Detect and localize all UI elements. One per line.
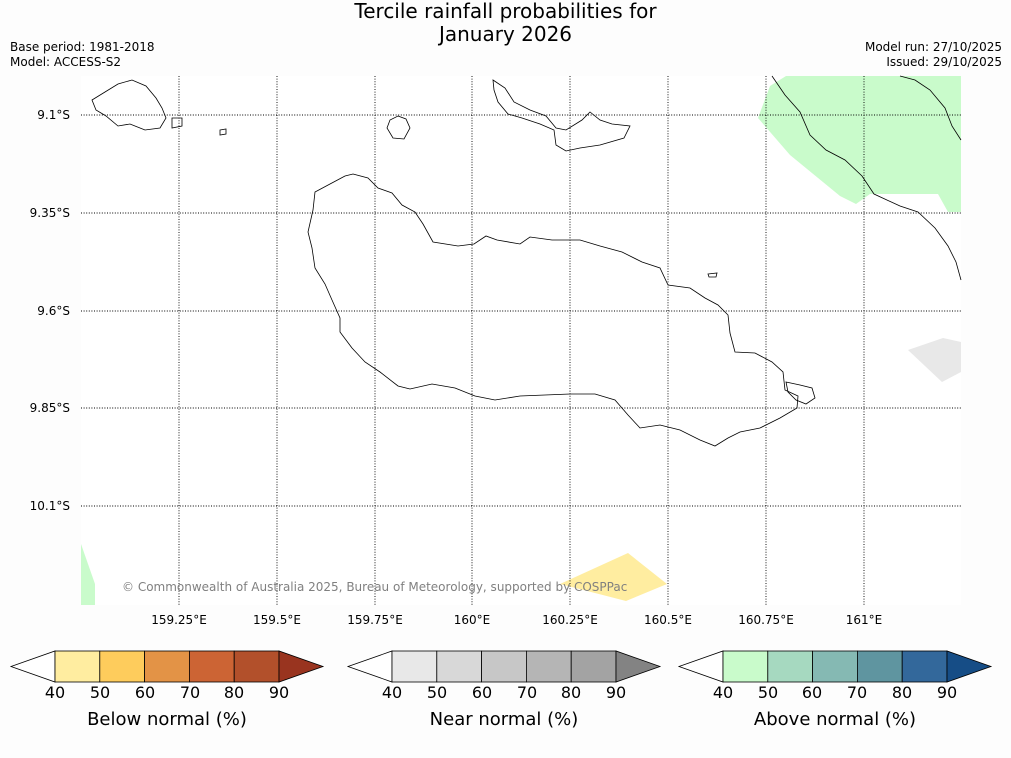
cb-below-arrow-high: [278, 650, 325, 683]
cb-above-swatch: [857, 650, 903, 683]
near-normal-region: [908, 338, 961, 382]
lat-label: 9.85°S: [29, 401, 70, 415]
lat-label: 9.1°S: [37, 108, 70, 122]
cb-below-swatch: [188, 650, 235, 683]
copyright-notice: © Commonwealth of Australia 2025, Bureau…: [122, 580, 628, 594]
model-name: Model: ACCESS-S2: [10, 55, 122, 69]
cb-near-swatch: [526, 650, 572, 683]
base-period: Base period: 1981-2018: [10, 40, 155, 54]
cb-above-tick: 90: [936, 683, 958, 702]
cb-above-tick: 40: [712, 683, 734, 702]
meta-left: Base period: 1981-2018 Model: ACCESS-S2: [10, 40, 155, 70]
coast-savo-island: [386, 115, 411, 140]
below-normal-region: [560, 553, 667, 601]
model-run: Model run: 27/10/2025: [864, 40, 1002, 54]
cb-above-arrow-low: [677, 650, 724, 683]
cb-near-tick: 50: [426, 683, 448, 702]
cb-near-tick: 80: [560, 683, 582, 702]
cb-near-tick: 40: [381, 683, 403, 702]
lon-label: 159.25°E: [151, 613, 207, 627]
cb-below-tick: 40: [44, 683, 66, 702]
coast-guadalcanal-east-point: [785, 381, 816, 405]
cb-above-swatch: [812, 650, 858, 683]
cb-above-swatch: [767, 650, 813, 683]
above-normal-region-ne: [758, 76, 961, 212]
cb-near-tick: 70: [516, 683, 538, 702]
cb-below-swatch: [144, 650, 190, 683]
cb-near-tick: 90: [605, 683, 627, 702]
cb-below-swatch: [99, 650, 146, 683]
map-title: Tercile rainfall probabilities for Janua…: [0, 0, 1011, 46]
cb-below-tick: 80: [223, 683, 245, 702]
lat-label: 9.6°S: [37, 304, 70, 318]
meta-right: Model run: 27/10/2025 Issued: 29/10/2025: [865, 40, 1002, 70]
cb-below-tick: 60: [134, 683, 156, 702]
cb-below-swatch: [233, 650, 280, 683]
cb-above-tick: 50: [757, 683, 779, 702]
cb-near-swatch: [570, 650, 617, 683]
coast-guadalcanal: [307, 173, 799, 447]
lon-label: 160.5°E: [644, 613, 692, 627]
coast-russell-islands: [91, 79, 167, 131]
coast-nggela-islands: [492, 79, 631, 152]
lon-label: 161°E: [845, 613, 883, 627]
cb-above-tick: 70: [846, 683, 868, 702]
lon-label: 160°E: [453, 613, 491, 627]
title-line-2: January 2026: [438, 22, 573, 46]
title-line-1: Tercile rainfall probabilities for: [354, 0, 657, 23]
coast-malaita-inner: [899, 75, 962, 141]
cb-near-title: Near normal (%): [429, 709, 579, 730]
cb-below-tick: 90: [268, 683, 290, 702]
cb-below-arrow-low: [9, 650, 56, 683]
cb-above-tick: 80: [891, 683, 913, 702]
coast-islet-central: [707, 272, 718, 278]
cb-below-tick: 70: [179, 683, 201, 702]
cb-near-arrow-low: [346, 650, 393, 683]
cb-below-title: Below normal (%): [87, 709, 247, 730]
cb-above-arrow-high: [946, 650, 993, 683]
cb-below-tick: 50: [89, 683, 111, 702]
cb-near-arrow-high: [615, 650, 662, 683]
cb-above-swatch: [901, 650, 948, 683]
cb-above-title: Above normal (%): [753, 709, 917, 730]
lon-label: 159.75°E: [347, 613, 403, 627]
cb-near-tick: 60: [471, 683, 493, 702]
issued-date: Issued: 29/10/2025: [886, 55, 1002, 69]
cb-above-tick: 60: [801, 683, 823, 702]
cb-below-swatch: [54, 650, 101, 683]
above-normal-region-sw: [81, 544, 95, 605]
lat-label: 10.1°S: [29, 499, 70, 513]
coastlines: [91, 75, 962, 447]
cb-near-swatch: [391, 650, 438, 683]
graticule: [81, 76, 961, 605]
coast-small-islet-2: [219, 128, 227, 136]
lon-label: 160.25°E: [542, 613, 598, 627]
cb-above-swatch: [722, 650, 769, 683]
lon-label: 160.75°E: [738, 613, 794, 627]
coast-small-islet-west: [171, 117, 183, 129]
coast-malaita: [771, 75, 962, 281]
lat-label: 9.35°S: [29, 206, 70, 220]
cb-near-swatch: [481, 650, 527, 683]
cb-near-swatch: [436, 650, 482, 683]
lon-label: 159.5°E: [253, 613, 301, 627]
